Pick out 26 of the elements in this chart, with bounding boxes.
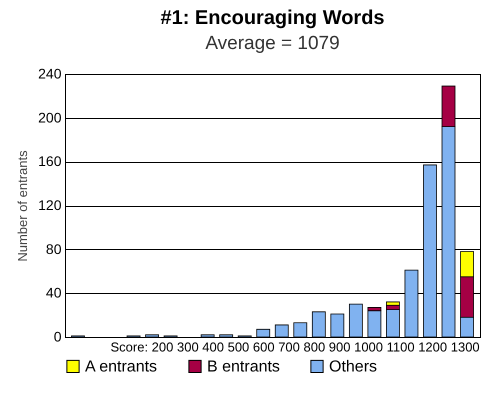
y-tick-label: 240	[38, 66, 62, 82]
bar	[219, 334, 234, 338]
text: Score: 200 300 400 500 600 700 800 900 1000 1100 1200 1300	[110, 340, 480, 354]
bar	[312, 311, 326, 338]
chart-title: #1: Encouraging Words	[160, 7, 385, 29]
bar	[293, 322, 308, 338]
y-tick-label: 40	[46, 284, 62, 301]
bar	[330, 314, 344, 338]
y-axis-title: Number of entrants	[15, 150, 30, 262]
bar	[348, 304, 363, 338]
bar	[386, 309, 400, 338]
legend-label: Others	[329, 358, 378, 376]
bar	[386, 302, 400, 306]
legend-label: A entrants	[85, 358, 158, 376]
bar	[256, 328, 270, 338]
y-tick-label: 120	[38, 197, 62, 213]
bar	[200, 334, 215, 338]
legend-label: B entrants	[207, 358, 280, 376]
chart-subtitle: Average = 1079	[205, 33, 340, 54]
y-tick-label: 200	[38, 109, 62, 126]
y-tick-label: 160	[38, 153, 62, 170]
bar	[274, 324, 289, 338]
bar	[145, 334, 159, 338]
y-tick-label: 80	[46, 240, 62, 257]
y-tick-label: 0	[54, 328, 62, 344]
bar	[367, 310, 382, 338]
